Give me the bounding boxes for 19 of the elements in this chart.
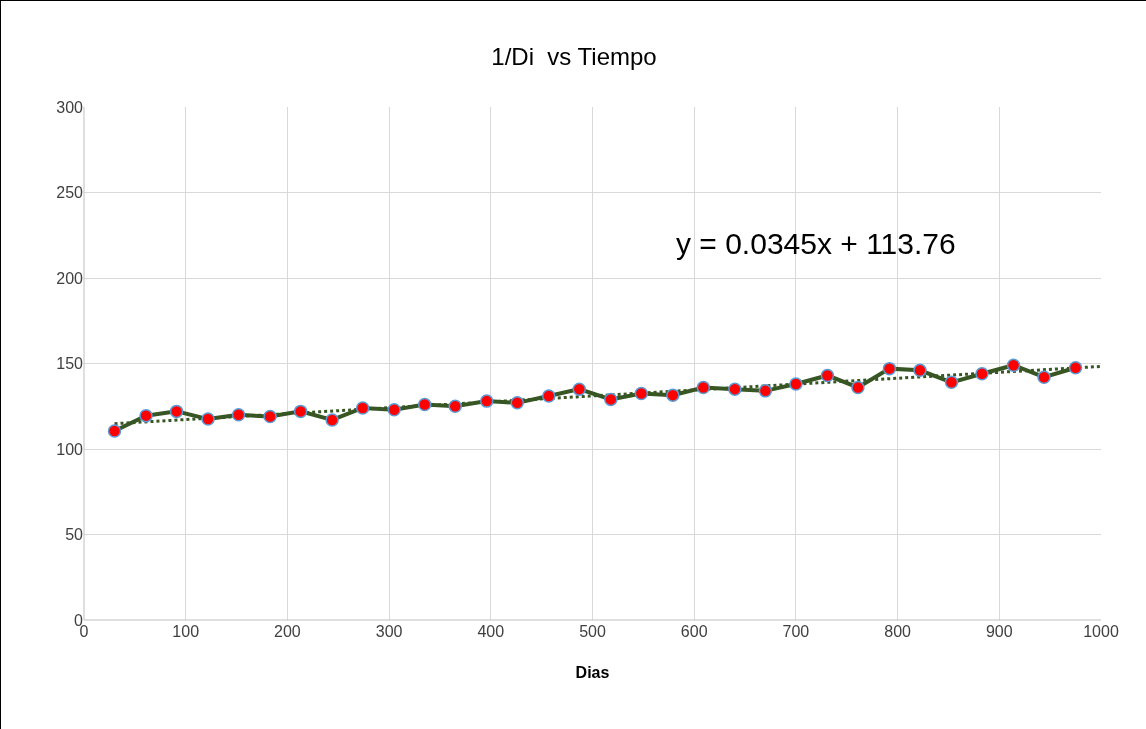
x-tick-label: 600	[680, 623, 708, 640]
x-tick-label: 100	[172, 623, 200, 640]
x-tick-label: 500	[579, 623, 606, 640]
y-tick-label: 50	[65, 526, 84, 544]
x-tick-label: 300	[375, 623, 403, 640]
chart-title: 1/Di vs Tiempo	[491, 43, 657, 71]
x-tick-label: 400	[477, 623, 505, 640]
x-tick-label: 1000	[1083, 623, 1119, 640]
y-tick-label: 250	[56, 184, 84, 202]
x-tick-label: 700	[782, 623, 810, 640]
x-axis-title: Dias	[575, 664, 610, 681]
x-tick-label: 800	[884, 623, 912, 640]
y-tick-label: 300	[56, 98, 84, 116]
y-tick-label: 200	[56, 269, 84, 287]
y-tick-label: 100	[56, 440, 84, 458]
annotation: y = 0.0345x + 113.76	[676, 227, 956, 260]
x-tick-label: 900	[985, 623, 1013, 640]
y-tick-label: 150	[56, 355, 84, 373]
x-tick-label: 200	[274, 623, 301, 640]
